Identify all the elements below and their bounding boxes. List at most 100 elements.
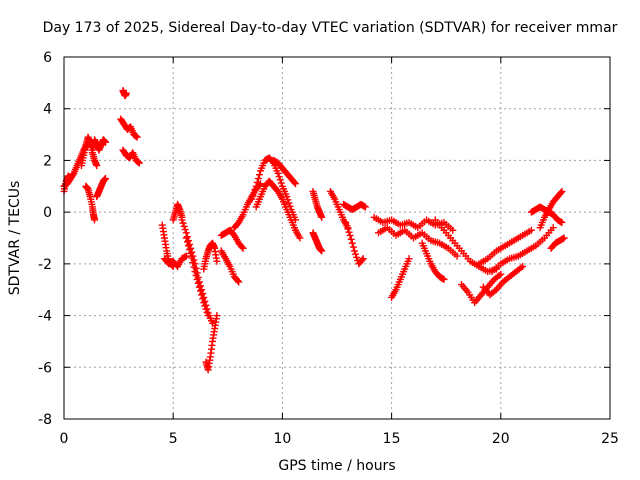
data-point — [234, 277, 242, 285]
data-point — [235, 278, 243, 286]
x-axis-label: GPS time / hours — [278, 458, 395, 474]
data-point — [347, 235, 355, 243]
data-point — [213, 257, 221, 265]
data-point — [252, 182, 260, 190]
data-point — [296, 234, 304, 242]
series-s4 — [82, 182, 99, 224]
series-s18 — [217, 226, 247, 252]
data-point — [183, 238, 191, 246]
data-point — [277, 179, 285, 187]
data-point — [253, 178, 261, 186]
data-point — [346, 231, 354, 239]
data-point — [405, 255, 413, 263]
series-s21 — [252, 177, 304, 242]
series-s22 — [270, 156, 300, 188]
series-s30 — [388, 255, 413, 301]
data-point — [182, 234, 190, 242]
data-point — [204, 312, 212, 320]
series-s27 — [342, 218, 367, 268]
series-s38 — [527, 203, 566, 226]
data-point — [238, 243, 246, 251]
x-tick-label: 25 — [601, 431, 619, 447]
data-point — [352, 250, 360, 258]
data-point — [290, 178, 298, 186]
y-tick-label: 4 — [43, 102, 52, 118]
data-point — [200, 299, 208, 307]
data-point — [557, 189, 565, 197]
data-point — [361, 203, 369, 211]
data-point — [201, 302, 209, 310]
data-point — [276, 176, 284, 184]
y-tick-label: 6 — [43, 50, 52, 66]
data-point — [519, 262, 527, 270]
data-point — [497, 270, 505, 278]
y-tick-label: -2 — [38, 257, 52, 273]
series-s24 — [309, 229, 326, 255]
x-tick-label: 5 — [169, 431, 178, 447]
y-tick-label: 0 — [43, 205, 52, 221]
data-point — [318, 213, 326, 221]
data-point — [179, 219, 187, 227]
data-point — [349, 243, 357, 251]
series-s16 — [200, 239, 221, 273]
data-point — [558, 187, 566, 195]
data-point — [67, 175, 75, 183]
data-point — [190, 263, 198, 271]
series-s6 — [93, 175, 109, 201]
series-s2 — [60, 172, 75, 195]
series-s23 — [309, 187, 326, 221]
data-point — [549, 224, 557, 232]
data-point — [558, 218, 566, 226]
data-point — [353, 253, 361, 261]
series-s9 — [119, 146, 143, 167]
data-point — [191, 268, 199, 276]
series-s8 — [117, 115, 141, 141]
data-point — [187, 250, 195, 258]
plot-frame — [63, 56, 611, 420]
data-point — [101, 138, 109, 146]
y-tick-label: -8 — [38, 412, 52, 428]
data-point — [93, 162, 101, 170]
series-s14 — [182, 234, 212, 320]
data-point — [344, 225, 352, 233]
tick-labels: 0 5 10 15 20 25 -8 -6 -4 -2 0 2 4 6 — [38, 50, 619, 447]
data-point — [251, 186, 259, 194]
data-point — [275, 173, 283, 181]
data-point — [257, 180, 265, 188]
series-s19 — [230, 180, 265, 232]
series-s36 — [488, 224, 557, 276]
data-point — [198, 291, 206, 299]
data-point — [188, 254, 196, 262]
data-point — [135, 159, 143, 167]
data-point — [199, 295, 207, 303]
data-point — [343, 222, 351, 230]
y-tick-label: 2 — [43, 153, 52, 169]
data-point — [345, 228, 353, 236]
data-point — [91, 216, 99, 224]
data-point — [560, 234, 568, 242]
series-s11 — [160, 252, 190, 270]
data-point — [133, 133, 141, 141]
series-s31 — [418, 239, 448, 283]
data-point — [350, 247, 358, 255]
y-tick-label: -4 — [38, 309, 52, 325]
data-point — [292, 180, 300, 188]
x-tick-label: 15 — [383, 431, 401, 447]
series-s12 — [169, 200, 186, 224]
data-point — [285, 199, 293, 207]
data-point — [203, 308, 211, 316]
data-point — [181, 226, 189, 234]
data-point — [239, 244, 247, 252]
y-axis-label: SDTVAR / TECUs — [7, 181, 23, 296]
series-s26 — [340, 200, 369, 214]
data-point — [197, 287, 204, 295]
x-tick-label: 10 — [273, 431, 291, 447]
data-point — [440, 275, 448, 283]
data-point — [250, 189, 258, 197]
data-point — [194, 279, 202, 287]
y-tick-label: -6 — [38, 360, 52, 376]
data-point — [122, 89, 130, 97]
series-s32 — [431, 216, 500, 276]
axis-ticks — [63, 56, 611, 420]
